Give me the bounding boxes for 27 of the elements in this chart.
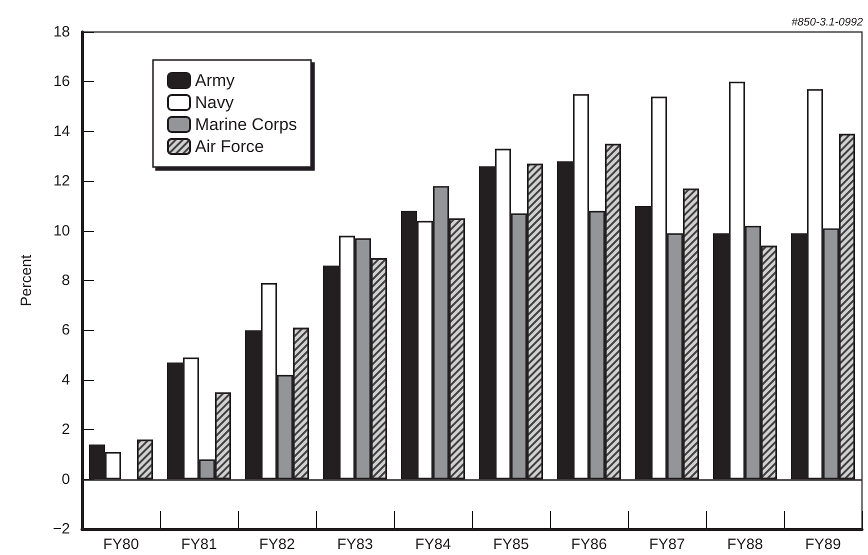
legend-label: Navy xyxy=(195,93,234,112)
y-tick-label: −2 xyxy=(52,520,70,538)
y-tick-label: 18 xyxy=(53,24,70,40)
x-tick-label: FY88 xyxy=(727,536,763,553)
y-tick-label: 12 xyxy=(53,172,70,190)
x-tick-label: FY81 xyxy=(181,536,217,553)
y-tick-label: 0 xyxy=(62,470,70,488)
legend-label: Air Force xyxy=(195,137,264,156)
x-tick-label: FY80 xyxy=(103,536,139,553)
y-axis-title: Percent xyxy=(18,254,35,306)
y-tick-label: 16 xyxy=(53,73,70,90)
y-tick-label: 4 xyxy=(62,371,70,388)
y-tick-label: 14 xyxy=(53,122,70,140)
x-tick-label: FY86 xyxy=(571,536,607,553)
y-tick-label: 2 xyxy=(62,421,70,438)
x-tick-label: FY83 xyxy=(337,536,373,553)
x-tick-label: FY87 xyxy=(649,536,685,553)
x-tick-label: FY84 xyxy=(415,536,451,553)
y-tick-label: 10 xyxy=(53,222,70,240)
x-tick-label: FY89 xyxy=(805,536,841,553)
y-tick-label: 6 xyxy=(62,322,70,339)
text: #850-3.1-0992 xyxy=(791,16,864,28)
y-tick-label: 8 xyxy=(62,272,70,289)
legend-label: Marine Corps xyxy=(195,115,298,134)
legend-label: Army xyxy=(195,71,236,90)
x-tick-label: FY85 xyxy=(493,536,529,553)
x-tick-label: FY82 xyxy=(259,536,295,553)
